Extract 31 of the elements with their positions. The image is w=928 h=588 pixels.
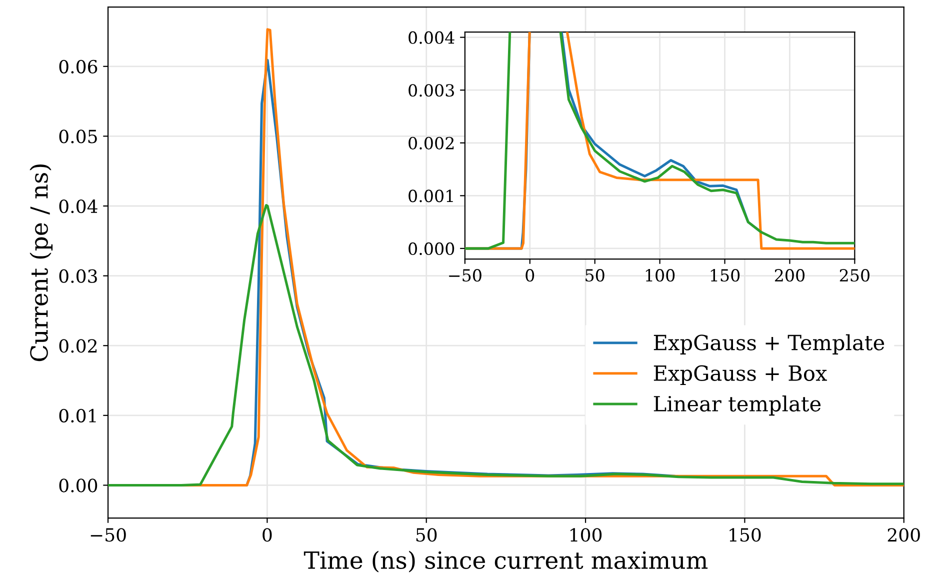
x-tick-label: 100 <box>646 269 675 282</box>
x-tick-label: 250 <box>840 269 870 282</box>
y-tick-label: 0.001 <box>408 190 453 202</box>
y-tick-label: 0.004 <box>408 31 454 44</box>
x-tick-label: 100 <box>570 528 602 542</box>
x-tick-label: 200 <box>774 269 805 282</box>
legend-label: ExpGauss + Template <box>654 334 884 354</box>
y-tick-label: 0.02 <box>59 339 97 353</box>
x-tick-label: 150 <box>710 269 740 282</box>
y-tick-label: 0.002 <box>408 136 454 150</box>
x-axis-title: Time (ns) since current maximum <box>304 550 708 572</box>
x-tick-label: 200 <box>888 528 920 542</box>
y-tick-label: 0.06 <box>59 60 98 74</box>
x-tick-label: −50 <box>90 528 126 542</box>
y-tick-label: 0.003 <box>408 84 454 97</box>
x-tick-label: 50 <box>586 269 604 282</box>
x-tick-label: −50 <box>449 269 482 282</box>
line-series <box>108 204 904 486</box>
y-axis-title: Current (pe / ns) <box>30 164 53 362</box>
y-tick-label: 0.00 <box>59 478 98 492</box>
x-tick-label: 50 <box>416 528 437 542</box>
y-tick-label: 0.01 <box>59 408 96 423</box>
legend-label: ExpGauss + Box <box>654 365 827 386</box>
x-tick-label: 0 <box>262 528 272 542</box>
x-tick-label: 150 <box>730 528 761 542</box>
y-tick-label: 0.04 <box>59 199 98 214</box>
legend-label: Linear template <box>654 395 821 416</box>
y-tick-label: 0.03 <box>59 269 97 283</box>
y-tick-label: 0.05 <box>59 130 97 144</box>
y-tick-label: 0.000 <box>408 242 454 256</box>
x-tick-label: 0 <box>526 269 534 282</box>
